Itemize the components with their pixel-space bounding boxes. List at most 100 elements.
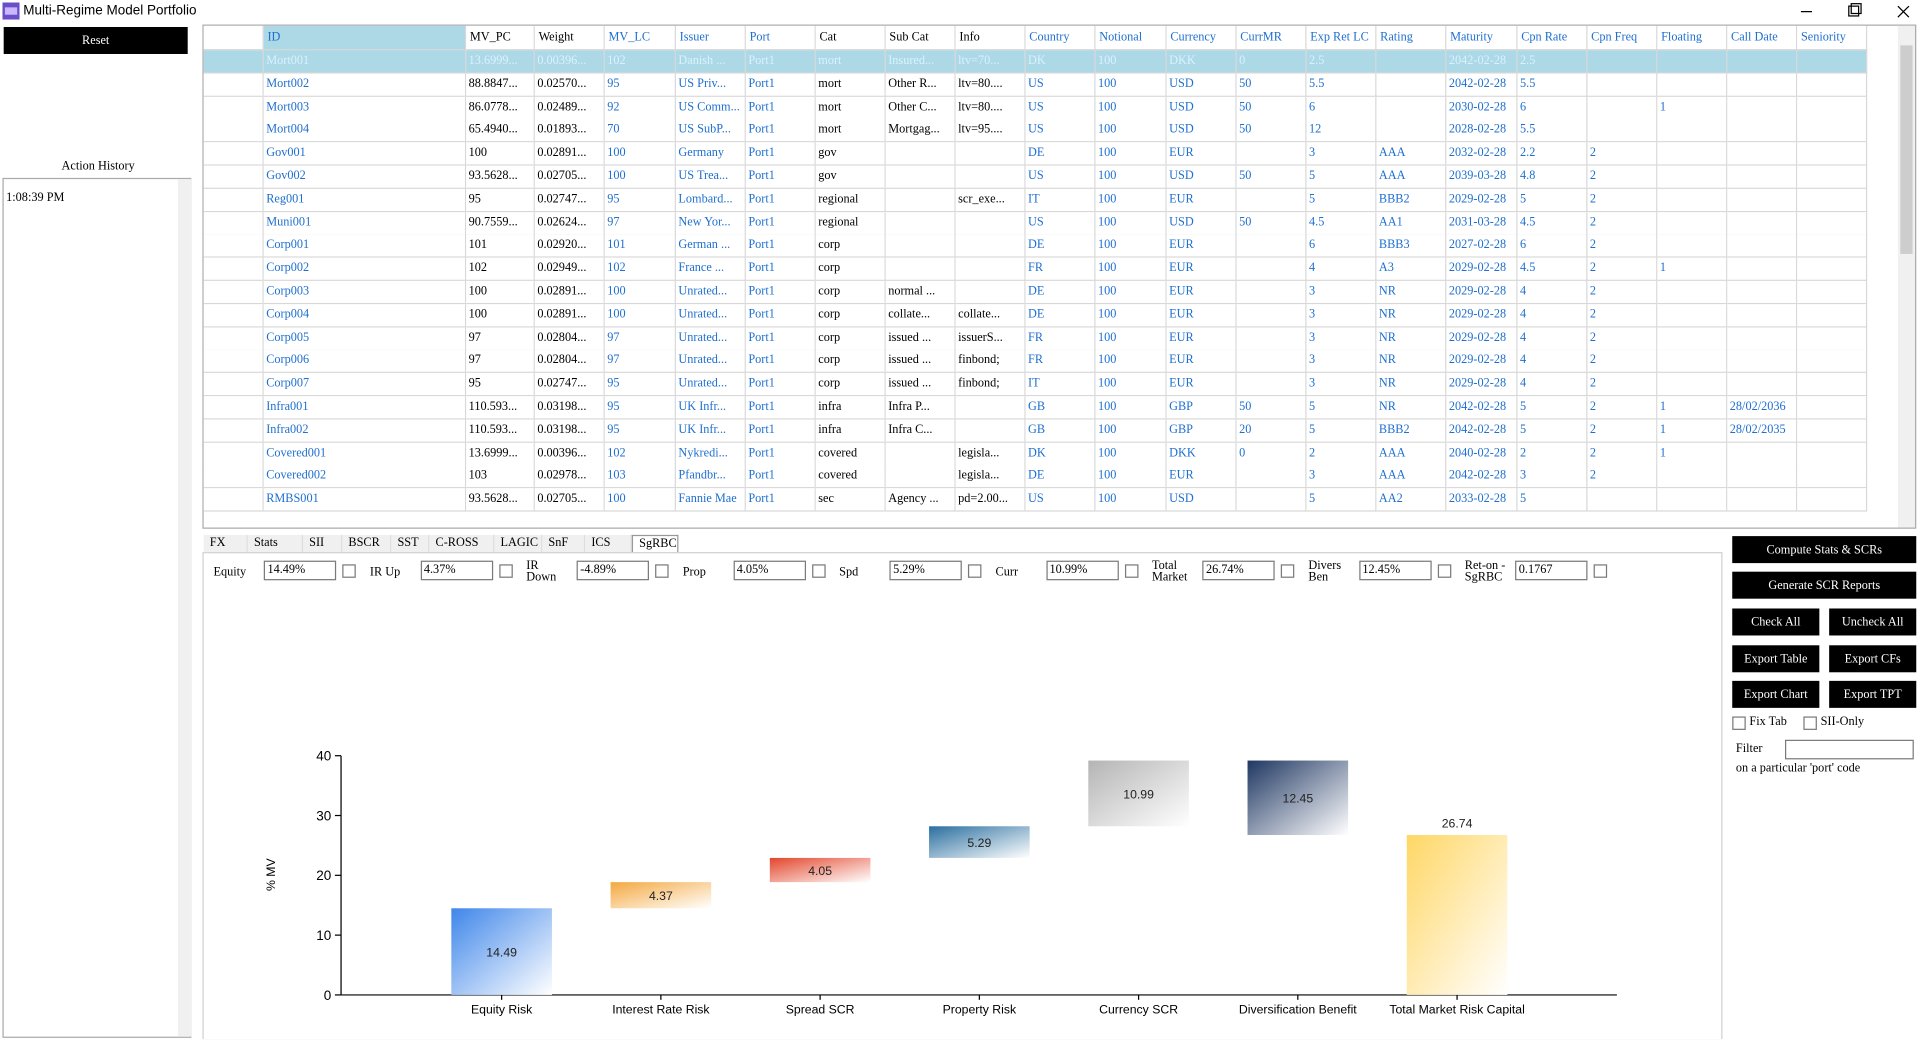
table-cell[interactable]: 0.02624... xyxy=(534,211,605,236)
table-cell[interactable] xyxy=(1657,350,1728,374)
table-cell[interactable]: regional xyxy=(815,188,886,212)
table-cell[interactable]: AA1 xyxy=(1376,211,1447,236)
table-cell[interactable] xyxy=(955,280,1026,305)
table-cell[interactable]: infra xyxy=(815,396,886,420)
table-cell[interactable]: 2042-02-28 xyxy=(1446,73,1518,97)
tab[interactable]: Stats xyxy=(247,534,304,553)
table-cell[interactable] xyxy=(1236,303,1307,328)
table-cell[interactable] xyxy=(1376,119,1447,143)
table-cell[interactable]: 2030-02-28 xyxy=(1446,96,1518,120)
table-cell[interactable]: DK xyxy=(1025,50,1096,74)
table-cell[interactable] xyxy=(955,165,1026,189)
table-cell[interactable]: DK xyxy=(1025,442,1096,466)
button[interactable]: Compute Stats & SCRs xyxy=(1732,536,1917,564)
table-cell[interactable]: 5.5 xyxy=(1517,73,1588,97)
table-cell[interactable] xyxy=(1797,350,1868,374)
table-cell[interactable]: 5 xyxy=(1306,396,1377,420)
table-cell[interactable]: 97 xyxy=(466,327,535,351)
table-cell[interactable]: 100 xyxy=(604,280,676,305)
table-cell[interactable]: 100 xyxy=(1095,188,1167,212)
table-cell[interactable]: US xyxy=(1025,488,1096,512)
table-cell[interactable]: 1 xyxy=(1657,442,1728,466)
table-cell[interactable]: IT xyxy=(1025,188,1096,212)
table-cell[interactable]: FR xyxy=(1025,327,1096,351)
table-cell[interactable]: New Yor... xyxy=(675,211,746,236)
table-cell[interactable]: 6 xyxy=(1517,234,1588,259)
table-cell[interactable]: GBP xyxy=(1166,396,1237,420)
button[interactable]: Uncheck All xyxy=(1829,608,1917,636)
column-header[interactable]: Weight xyxy=(534,25,605,51)
table-cell[interactable]: EUR xyxy=(1166,373,1237,397)
table-cell[interactable]: ltv=70... xyxy=(955,50,1026,74)
table-cell[interactable]: 93.5628... xyxy=(466,488,535,512)
table-cell[interactable]: 100 xyxy=(1095,50,1167,74)
table-cell[interactable]: 103 xyxy=(604,465,676,489)
table-cell[interactable]: EUR xyxy=(1166,142,1237,166)
tab[interactable]: SnF xyxy=(542,534,586,553)
table-cell[interactable]: Corp006 xyxy=(263,350,467,374)
table-cell[interactable]: 5.5 xyxy=(1306,73,1377,97)
table-cell[interactable]: 4 xyxy=(1517,350,1588,374)
table-cell[interactable]: 100 xyxy=(1095,327,1167,351)
input-box[interactable]: 4.05% xyxy=(733,560,806,581)
table-cell[interactable]: Gov001 xyxy=(263,142,467,166)
table-cell[interactable]: 2029-02-28 xyxy=(1446,280,1518,305)
table-cell[interactable]: 97 xyxy=(604,350,676,374)
table-cell[interactable]: 2027-02-28 xyxy=(1446,234,1518,259)
table-cell[interactable]: Unrated... xyxy=(675,280,746,305)
table-cell[interactable] xyxy=(1797,373,1868,397)
table-cell[interactable]: 2029-02-28 xyxy=(1446,327,1518,351)
table-cell[interactable]: legisla... xyxy=(955,465,1026,489)
table-cell[interactable]: ltv=95.... xyxy=(955,119,1026,143)
table-cell[interactable] xyxy=(1797,419,1868,443)
table-cell[interactable]: AAA xyxy=(1376,142,1447,166)
input-box[interactable]: -4.89% xyxy=(576,560,649,581)
table-cell[interactable]: 100 xyxy=(1095,96,1167,120)
table-cell[interactable] xyxy=(1236,257,1307,282)
table-cell[interactable]: Port1 xyxy=(745,303,816,328)
table-cell[interactable]: Mort003 xyxy=(263,96,467,120)
table-cell[interactable]: Corp002 xyxy=(263,257,467,282)
table-cell[interactable] xyxy=(1727,257,1798,282)
table-cell[interactable]: 100 xyxy=(466,142,535,166)
table-cell[interactable]: 2.5 xyxy=(1306,50,1377,74)
table-cell[interactable]: DE xyxy=(1025,303,1096,328)
table-cell[interactable] xyxy=(1236,350,1307,374)
table-cell[interactable]: 6 xyxy=(1306,96,1377,120)
table-cell[interactable] xyxy=(885,465,956,489)
table-cell[interactable]: A3 xyxy=(1376,257,1447,282)
table-cell[interactable]: 95 xyxy=(604,396,676,420)
table-cell[interactable]: 1 xyxy=(1657,419,1728,443)
table-cell[interactable]: 92 xyxy=(604,96,676,120)
table-cell[interactable]: ltv=80.... xyxy=(955,73,1026,97)
row-header[interactable] xyxy=(203,488,264,512)
table-cell[interactable]: 101 xyxy=(604,234,676,259)
table-cell[interactable]: 0.03198... xyxy=(534,396,605,420)
table-cell[interactable]: 102 xyxy=(604,442,676,466)
button[interactable]: Export Chart xyxy=(1732,680,1820,708)
table-cell[interactable]: Unrated... xyxy=(675,373,746,397)
table-cell[interactable]: AAA xyxy=(1376,165,1447,189)
table-cell[interactable]: 95 xyxy=(604,73,676,97)
table-cell[interactable] xyxy=(1797,73,1868,97)
table-cell[interactable]: 0 xyxy=(1236,442,1307,466)
table-cell[interactable] xyxy=(1797,188,1868,212)
table-cell[interactable]: US xyxy=(1025,165,1096,189)
table-cell[interactable]: 88.8847... xyxy=(466,73,535,97)
table-cell[interactable] xyxy=(1376,73,1447,97)
button[interactable]: Export Table xyxy=(1732,645,1820,673)
table-cell[interactable]: 2039-03-28 xyxy=(1446,165,1518,189)
table-cell[interactable]: 102 xyxy=(604,50,676,74)
table-cell[interactable]: 0.02705... xyxy=(534,165,605,189)
column-header[interactable]: MV_PC xyxy=(466,25,535,51)
table-cell[interactable] xyxy=(1587,96,1658,120)
table-cell[interactable] xyxy=(1727,373,1798,397)
table-cell[interactable]: US xyxy=(1025,73,1096,97)
table-cell[interactable]: Pfandbr... xyxy=(675,465,746,489)
table-cell[interactable]: 5 xyxy=(1306,419,1377,443)
column-header[interactable]: Country xyxy=(1025,25,1096,51)
table-cell[interactable]: Covered001 xyxy=(263,442,467,466)
tab[interactable]: LAGIC xyxy=(494,534,543,553)
table-cell[interactable]: 3 xyxy=(1306,373,1377,397)
table-cell[interactable] xyxy=(885,234,956,259)
